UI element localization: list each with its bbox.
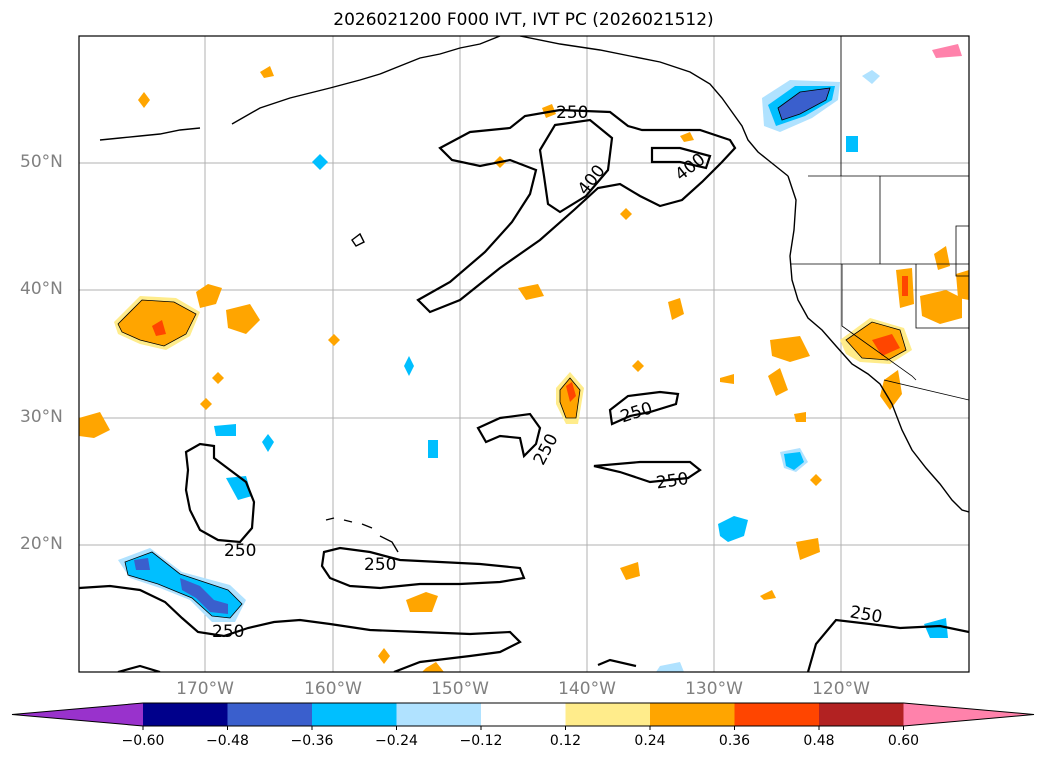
lon-label-130w: 130°W: [685, 679, 743, 699]
lat-label-20n: 20°N: [20, 534, 63, 554]
lon-label-170w: 170°W: [176, 679, 234, 699]
lon-label-120w: 120°W: [812, 679, 870, 699]
contour-label-250-c: 250: [530, 431, 563, 469]
lon-label-140w: 140°W: [558, 679, 616, 699]
colorbar-tick-label: −0.60: [121, 733, 165, 749]
colorbar-segment: [650, 703, 735, 726]
negative-anomaly-fills: [118, 70, 948, 672]
colorbar-tick-label: −0.48: [206, 733, 249, 749]
lat-label-50n: 50°N: [20, 152, 63, 172]
lat-label-30n: 30°N: [20, 407, 63, 427]
contour-label-250-b: 250: [618, 398, 655, 427]
colorbar-segment: [481, 703, 566, 726]
lon-label-150w: 150°W: [431, 679, 489, 699]
colorbar-tick-label: −0.36: [290, 733, 334, 749]
colorbar-tick-label: 0.48: [803, 733, 835, 749]
lat-label-40n: 40°N: [20, 279, 63, 299]
lon-label-160w: 160°W: [304, 679, 362, 699]
colorbar-tick-label: −0.12: [459, 733, 503, 749]
colorbar-segment: [143, 703, 228, 726]
colorbar-segment: [734, 703, 819, 726]
colorbar-segment: [819, 703, 904, 726]
contour-label-250-f: 250: [364, 555, 396, 575]
contour-label-400-a: 400: [574, 161, 610, 199]
contour-label-250-e: 250: [224, 541, 256, 561]
colorbar: [11, 702, 1035, 730]
colorbar-segment: [227, 703, 312, 726]
colorbar-tick-label: −0.24: [375, 733, 418, 749]
colorbar-segment: [312, 703, 397, 726]
contour-label-group: 250 400 400 250 250 250 250 250 250: [212, 103, 709, 642]
anomaly-outlines: [117, 87, 907, 619]
contour-label-250-g: 250: [212, 622, 244, 642]
colorbar-tick-label: 0.60: [887, 733, 920, 749]
colorbar-tick-label: 0.24: [634, 733, 666, 749]
ivt-contours: [79, 108, 969, 672]
coastlines: [99, 36, 969, 553]
map-title: 2026021200 F000 IVT, IVT PC (2026021512): [333, 10, 714, 30]
contour-label-250-a: 250: [556, 103, 588, 123]
colorbar-tick-label: 0.36: [718, 733, 751, 749]
contour-label-250-h: 250: [848, 602, 883, 627]
colorbar-extend-min: [12, 703, 143, 726]
map-frame: [78, 35, 970, 673]
colorbar-segment: [396, 703, 481, 726]
colorbar-segment: [565, 703, 650, 726]
state-borders: [790, 36, 969, 401]
colorbar-tick-label: 0.12: [549, 733, 582, 749]
colorbar-extend-max: [903, 703, 1034, 726]
contour-label-250-d: 250: [655, 469, 690, 493]
